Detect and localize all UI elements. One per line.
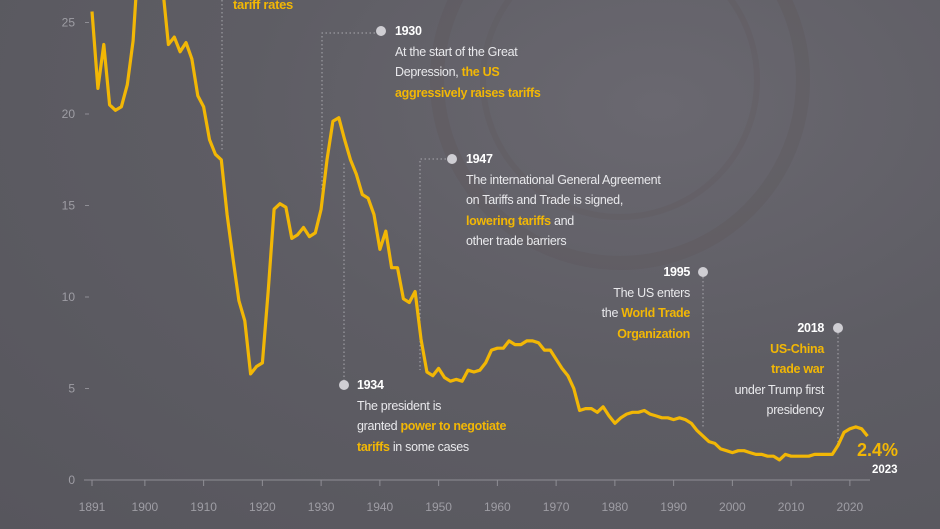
annotation-line: other trade barriers bbox=[466, 231, 661, 252]
annotation-text: the bbox=[601, 306, 622, 321]
annotation-line: aggressively raises tariffs bbox=[395, 83, 541, 104]
annotation-text: granted bbox=[357, 419, 401, 434]
annotation-text: under Trump first bbox=[734, 382, 825, 397]
x-tick-label: 2020 bbox=[837, 500, 864, 514]
x-tick-label: 1900 bbox=[132, 500, 159, 514]
x-tick-label: 1960 bbox=[484, 500, 511, 514]
annotation-text: and bbox=[550, 213, 574, 228]
y-tick-label: 20 bbox=[62, 107, 76, 121]
leader-line bbox=[321, 32, 375, 205]
annotation-line: lowering tariffs and bbox=[466, 211, 661, 232]
annotation-text: Depression, bbox=[395, 65, 462, 80]
annotation-text: At the start of the Great bbox=[395, 44, 518, 59]
annotation-highlight-text: trade war bbox=[771, 362, 824, 377]
annotation-text: presidency bbox=[766, 403, 825, 418]
annotation-line: on Tariffs and Trade is signed, bbox=[466, 190, 661, 211]
annotation-text: The president is bbox=[357, 398, 442, 413]
annotation-line: the World Trade bbox=[601, 303, 691, 324]
annotation-marker-1934 bbox=[339, 380, 349, 390]
annotation-marker-1930 bbox=[376, 26, 386, 36]
x-tick-label: 2010 bbox=[778, 500, 805, 514]
annotation-line: trade war bbox=[735, 359, 824, 380]
x-tick-label: 1950 bbox=[425, 500, 452, 514]
axes: 1891 1900 1910 1920 1930 1940 1950 1960 1970 1980… bbox=[62, 16, 870, 514]
annotation-highlight-text: Organization bbox=[617, 326, 690, 341]
y-tick-label: 10 bbox=[62, 290, 76, 304]
y-tick-label: 5 bbox=[68, 382, 75, 396]
x-tick-label: 1980 bbox=[602, 500, 629, 514]
annotation-1934: 1934 The president is granted power to neg… bbox=[357, 375, 506, 457]
y-tick-label: 0 bbox=[68, 473, 75, 487]
annotation-year: 1934 bbox=[357, 378, 384, 392]
annotation-line: granted power to negotiate bbox=[357, 416, 506, 437]
leader-line bbox=[419, 158, 446, 370]
annotation-text: on Tariffs and Trade is signed, bbox=[466, 193, 624, 208]
annotation-highlight-text: World Trade bbox=[621, 306, 690, 321]
annotation-line: At the start of the Great bbox=[395, 42, 540, 63]
annotation-leader-lines bbox=[221, 0, 839, 442]
annotation-1930: 1930 At the start of the Great Depression,… bbox=[395, 21, 541, 104]
annotation-highlight-text: the US bbox=[461, 65, 500, 80]
annotation-1947: 1947 The international General Agreement o… bbox=[466, 149, 661, 252]
annotation-line: The US enters bbox=[602, 283, 690, 304]
annotation-line: The international General Agreement bbox=[466, 170, 661, 191]
annotation-fragment-top: tariff rates bbox=[233, 0, 293, 12]
final-year-label: 2023 bbox=[872, 464, 898, 476]
x-tick-label: 1990 bbox=[660, 500, 687, 514]
annotation-line: The president is bbox=[357, 396, 506, 417]
annotation-line: tariffs in some cases bbox=[357, 437, 506, 458]
annotation-highlight-text: tariffs bbox=[357, 439, 390, 454]
annotation-marker-1947 bbox=[447, 154, 457, 164]
annotation-line: presidency bbox=[735, 400, 825, 421]
x-tick-label: 2000 bbox=[719, 500, 746, 514]
y-tick-label: 25 bbox=[62, 16, 76, 30]
x-tick-label: 1930 bbox=[308, 500, 335, 514]
annotation-year: 1947 bbox=[466, 152, 493, 166]
annotation-2018: 2018 US-China trade war under Trump first pr… bbox=[734, 318, 825, 421]
annotation-line: Organization bbox=[602, 324, 690, 345]
annotation-year: 1930 bbox=[395, 24, 422, 38]
x-tick-label: 1920 bbox=[249, 500, 276, 514]
x-tick-label: 1940 bbox=[367, 500, 394, 514]
annotation-text: The US enters bbox=[613, 285, 690, 300]
x-tick-label: 1891 bbox=[79, 500, 106, 514]
annotation-highlight-text: lowering tariffs bbox=[466, 213, 551, 228]
tariff-rate-line bbox=[90, 0, 869, 462]
annotation-line: under Trump first bbox=[734, 380, 825, 401]
annotation-marker-1995 bbox=[698, 267, 708, 277]
annotation-line: Depression, the US bbox=[395, 62, 540, 83]
annotation-highlight-text: aggressively raises tariffs bbox=[395, 85, 541, 100]
annotation-highlight-text: power to negotiate bbox=[400, 419, 507, 434]
x-tick-label: 1910 bbox=[190, 500, 217, 514]
annotation-highlight-text: US-China bbox=[770, 341, 824, 356]
annotation-1995: 1995 The US enters the World Trade Organiza… bbox=[601, 262, 691, 345]
annotation-year: 2018 bbox=[797, 321, 824, 335]
final-value-label: 2.4% bbox=[857, 440, 899, 460]
annotation-text: in some cases bbox=[389, 439, 469, 454]
annotation-marker-2018 bbox=[833, 323, 843, 333]
x-tick-label: 1970 bbox=[543, 500, 570, 514]
y-tick-label: 15 bbox=[62, 199, 76, 213]
annotation-text: other trade barriers bbox=[466, 234, 567, 249]
annotation-year: 1995 bbox=[663, 265, 690, 279]
annotation-line: US-China bbox=[735, 339, 824, 360]
annotation-text: The international General Agreement bbox=[466, 172, 661, 187]
